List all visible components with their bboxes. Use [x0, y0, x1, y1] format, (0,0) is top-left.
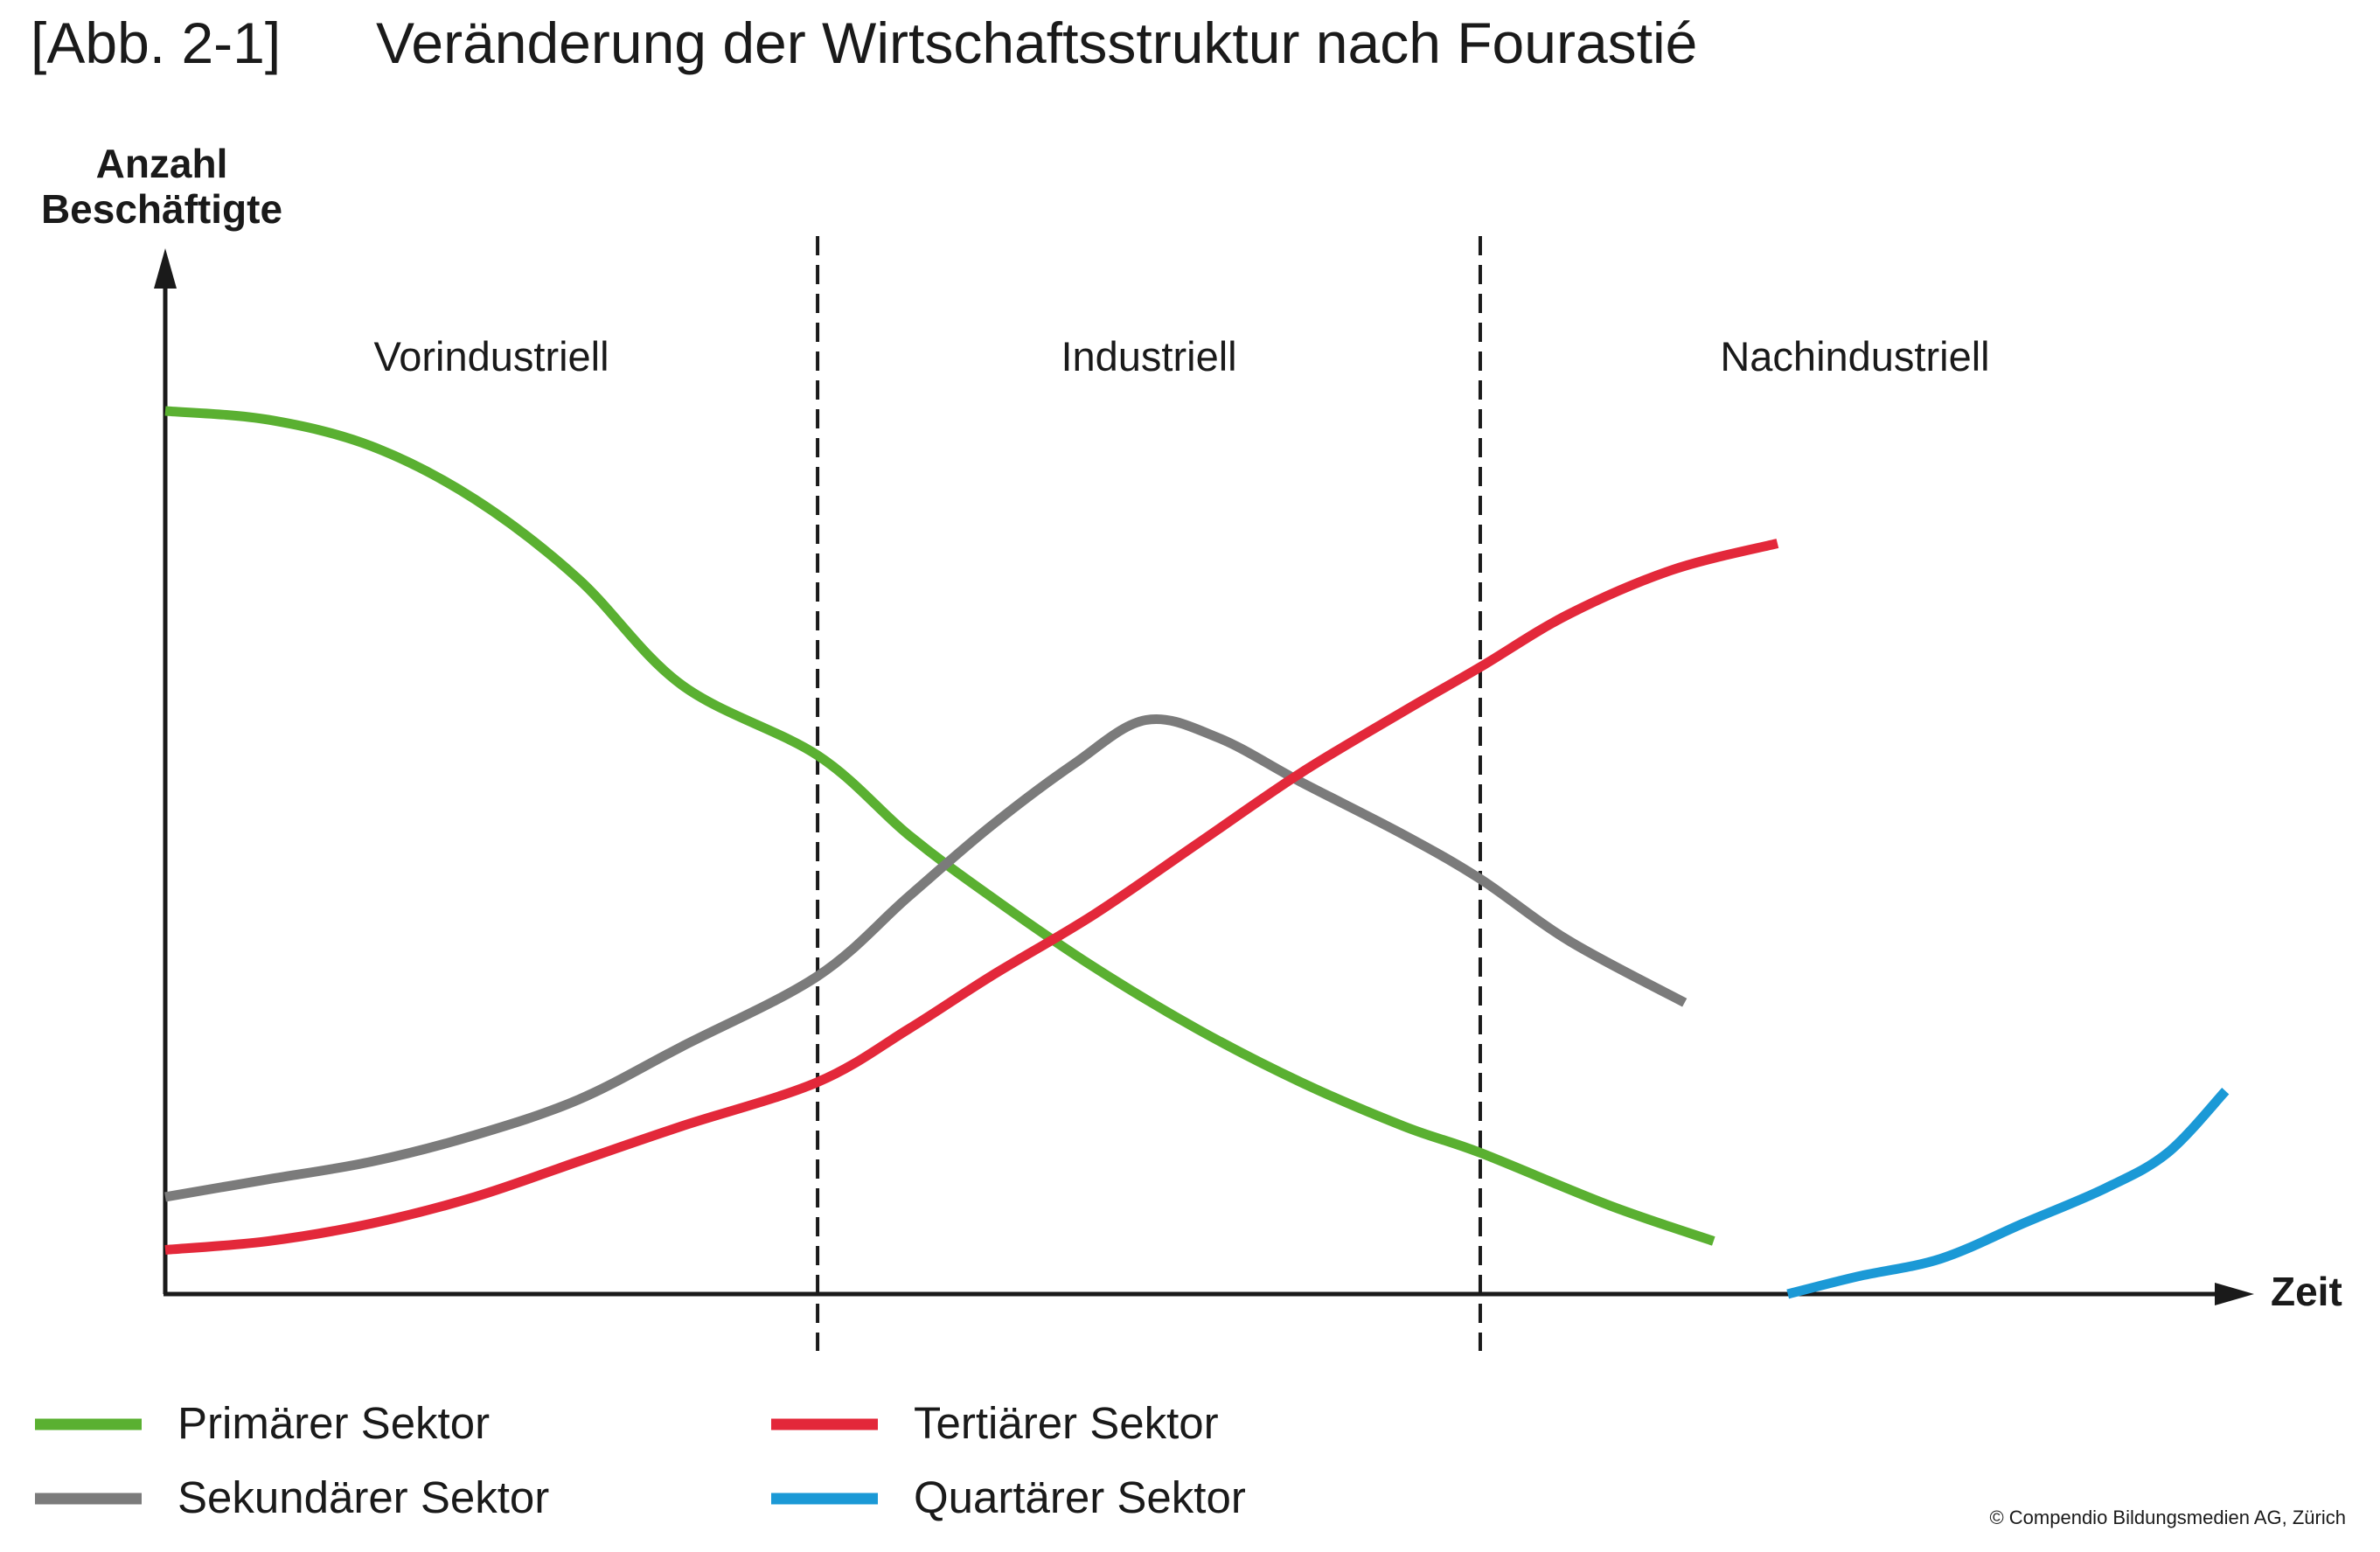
legend-label: Sekundärer Sektor — [177, 1472, 549, 1522]
x-axis-arrow-icon — [2215, 1283, 2254, 1305]
chart-title: Veränderung der Wirtschaftsstruktur nach… — [376, 10, 1697, 75]
x-axis-label: Zeit — [2271, 1269, 2342, 1314]
legend-label: Quartärer Sektor — [914, 1472, 1246, 1522]
series-line-sekundaerer-sektor — [164, 714, 1688, 1202]
phase-boundaries — [816, 236, 1482, 1351]
series-line-tertiaerer-sektor — [164, 539, 1779, 1255]
series-lines — [164, 406, 2230, 1299]
axes — [154, 248, 2254, 1305]
legend-item-tertiaerer-sektor: Tertiärer Sektor — [771, 1398, 1219, 1448]
series-line-quartaerer-sektor — [1786, 1087, 2230, 1299]
phase-label-vorindustriell: Vorindustriell — [373, 333, 609, 379]
legend-item-quartaerer-sektor: Quartärer Sektor — [771, 1472, 1246, 1522]
legend-label: Primärer Sektor — [177, 1398, 490, 1448]
phase-labels: Vorindustriell Industriell Nachindustriell — [373, 333, 1989, 379]
legend-item-primaerer-sektor: Primärer Sektor — [35, 1398, 490, 1448]
series-line-primaerer-sektor — [164, 406, 1715, 1246]
legend-item-sekundaerer-sektor: Sekundärer Sektor — [35, 1472, 549, 1522]
phase-label-nachindustriell: Nachindustriell — [1720, 333, 1989, 379]
legend: Primärer Sektor Sekundärer Sektor Tertiäre… — [35, 1398, 1246, 1522]
legend-label: Tertiärer Sektor — [914, 1398, 1219, 1448]
figure-number: [Abb. 2-1] — [31, 10, 281, 75]
y-axis-arrow-icon — [154, 248, 177, 289]
copyright-notice: © Compendio Bildungsmedien AG, Zürich — [1989, 1507, 2346, 1528]
phase-label-industriell: Industriell — [1061, 333, 1236, 379]
y-axis-label-line2: Beschäftigte — [41, 186, 282, 232]
y-axis-label-line1: Anzahl — [96, 141, 228, 186]
